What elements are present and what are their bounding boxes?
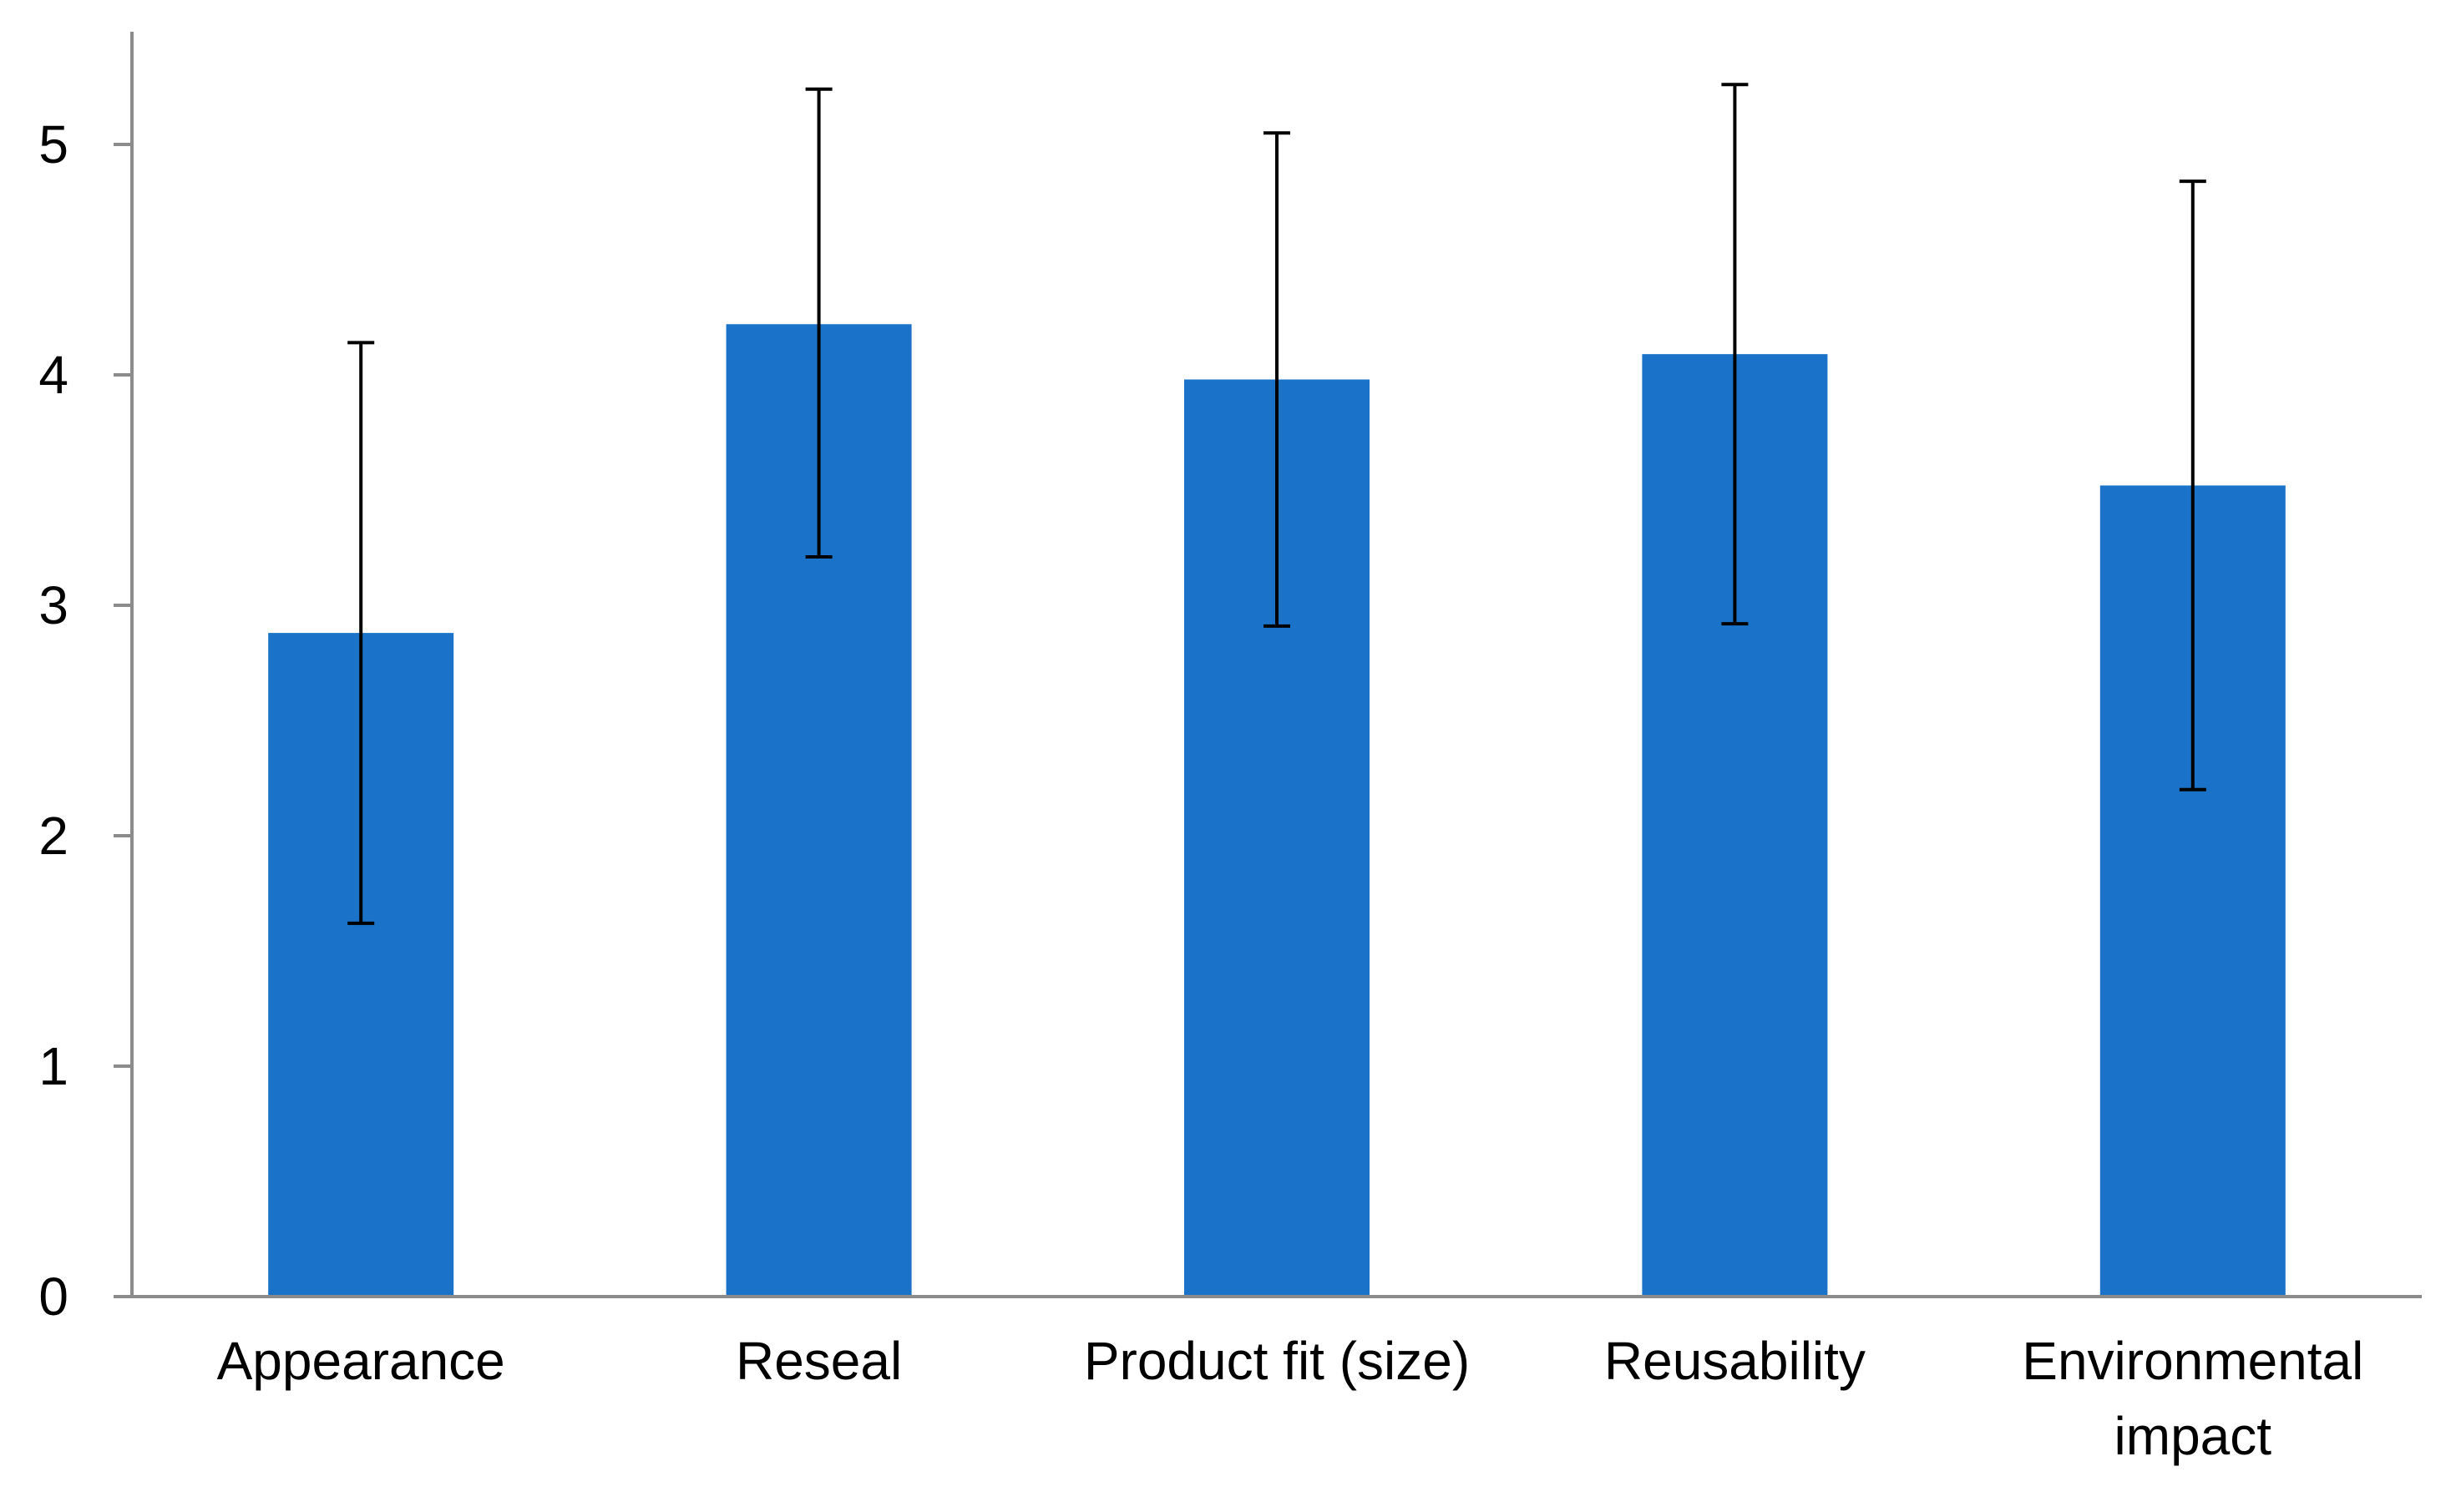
x-category-label-4: Environmental impact — [2022, 1331, 2363, 1466]
x-category-label-2: Product fit (size) — [1084, 1331, 1470, 1391]
x-category-label-0: Appearance — [217, 1331, 505, 1391]
y-tick-label-0: 0 — [38, 1267, 68, 1327]
x-category-label-line: Appearance — [217, 1331, 505, 1391]
x-category-label-3: Reusability — [1604, 1331, 1866, 1391]
y-tick-label-4: 4 — [38, 345, 68, 405]
y-tick-label-2: 2 — [38, 806, 68, 866]
y-tick-label-3: 3 — [38, 575, 68, 635]
x-category-label-line: Product fit (size) — [1084, 1331, 1470, 1391]
x-category-label-1: Reseal — [736, 1331, 902, 1391]
y-tick-label-5: 5 — [38, 114, 68, 174]
x-category-label-line: Reusability — [1604, 1331, 1866, 1391]
error-bars-group — [347, 83, 2206, 925]
x-category-label-line: Environmental — [2022, 1331, 2363, 1391]
axes-group — [130, 32, 2422, 1298]
x-category-label-line: impact — [2114, 1406, 2272, 1466]
y-ticks-group: 0 1 2 3 4 5 — [38, 114, 132, 1327]
x-category-label-line: Reseal — [736, 1331, 902, 1391]
x-labels-group: Appearance Reseal Product fit (size) Reusab… — [217, 1331, 2364, 1466]
y-tick-label-1: 1 — [38, 1036, 68, 1096]
